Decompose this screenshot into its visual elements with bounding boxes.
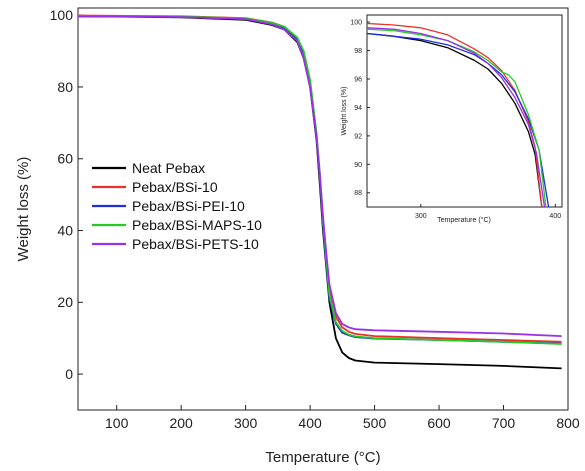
- main-y-tick-label: 60: [57, 151, 73, 167]
- main-y-tick-label: 40: [57, 222, 73, 238]
- inset-y-tick-label: 88: [354, 190, 362, 197]
- main-x-tick-label: 500: [363, 415, 387, 431]
- main-x-tick-label: 200: [169, 415, 193, 431]
- main-x-tick-label: 300: [234, 415, 258, 431]
- inset-y-axis-label: Weight loss (%): [341, 87, 348, 136]
- main-x-tick-label: 600: [427, 415, 451, 431]
- legend-label-3: Pebax/BSi-PEI-10: [132, 198, 245, 214]
- main-y-tick-label: 20: [57, 294, 73, 310]
- main-x-tick-label: 800: [556, 415, 580, 431]
- main-series-line-5: [78, 15, 562, 337]
- inset-x-tick-label: 400: [549, 213, 561, 220]
- inset-plot-area: 300 400 88 90 92 94 96 98 100: [350, 20, 561, 220]
- main-x-tick-label: 400: [298, 415, 322, 431]
- inset-plot-frame: [366, 14, 563, 208]
- legend-label-5: Pebax/BSi-PETS-10: [132, 236, 259, 252]
- legend-label-2: Pebax/BSi-10: [132, 179, 218, 195]
- main-x-tick-label: 700: [492, 415, 516, 431]
- inset-y-tick-label: 92: [354, 133, 362, 140]
- legend-label-1: Neat Pebax: [132, 160, 205, 176]
- inset-y-tick-label: 94: [354, 105, 362, 112]
- inset-y-tick-label: 96: [354, 76, 362, 83]
- main-y-axis-label: Weight loss (%): [15, 157, 32, 262]
- inset-series-line-1: [367, 32, 543, 207]
- legend: Neat Pebax Pebax/BSi-10 Pebax/BSi-PEI-10 Pe…: [92, 160, 262, 252]
- main-y-tick-label: 0: [65, 366, 73, 382]
- main-x-axis-label: Temperature (°C): [265, 449, 380, 466]
- inset-y-tick-label: 90: [354, 162, 362, 169]
- inset-y-tick-label: 100: [350, 20, 362, 27]
- main-y-tick-label: 100: [50, 7, 74, 23]
- inset-series-line-5: [367, 27, 546, 207]
- inset-series-line-4: [367, 28, 547, 207]
- inset-y-tick-label: 98: [354, 48, 362, 55]
- inset-x-axis-label: Temperature (°C): [437, 216, 491, 224]
- main-x-tick-label: 100: [105, 415, 129, 431]
- inset-x-tick-label: 300: [415, 213, 427, 220]
- legend-label-4: Pebax/BSi-MAPS-10: [132, 217, 262, 233]
- main-plot-area: 100 200 300 400 500 600 700 800 0 20 40 60 80 100: [50, 7, 580, 431]
- main-y-tick-label: 80: [57, 79, 73, 95]
